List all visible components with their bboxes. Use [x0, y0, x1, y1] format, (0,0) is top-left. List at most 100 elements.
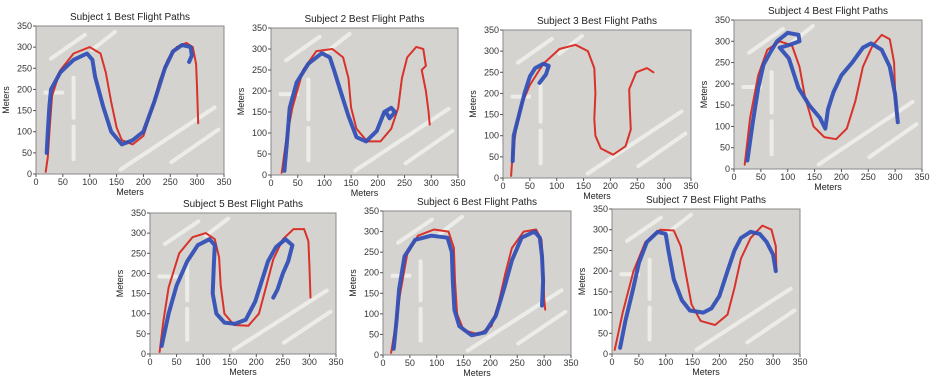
y-axis-label: Meters [348, 269, 358, 297]
y-tick-label: 250 [17, 63, 32, 73]
y-tick-label: 0 [27, 169, 32, 179]
x-tick-label: 150 [456, 358, 471, 368]
x-tick-label: 350 [792, 357, 807, 367]
x-tick-label: 200 [249, 357, 264, 367]
y-tick-label: 50 [22, 148, 32, 158]
y-tick-label: 100 [593, 308, 608, 318]
y-tick-label: 150 [593, 287, 608, 297]
x-tick-label: 350 [563, 358, 578, 368]
subject-flight-path-line [391, 229, 546, 351]
subject-flight-path-line [44, 43, 194, 155]
y-tick-label: 350 [252, 23, 267, 33]
x-tick-label: 50 [58, 177, 68, 187]
x-tick-label: 300 [537, 358, 552, 368]
y-tick-label: 250 [593, 245, 608, 255]
y-tick-label: 100 [364, 309, 379, 319]
y-axis-label: Meters [468, 90, 478, 118]
x-tick-label: 250 [739, 357, 754, 367]
subject-panel-6: Subject 6 Best Flight Paths 0 50 100 150 200 2… [348, 197, 579, 378]
y-tick-label: 50 [257, 149, 267, 159]
x-tick-label: 150 [109, 177, 124, 187]
runway-markings [157, 216, 333, 352]
x-tick-label: 100 [780, 172, 795, 182]
y-tick-label: 250 [131, 248, 146, 258]
x-tick-label: 150 [576, 181, 591, 191]
y-axis-label: Meters [236, 87, 246, 115]
y-tick-label: 350 [17, 21, 32, 31]
x-tick-label: 50 [172, 357, 182, 367]
x-axis-label: Meters [814, 182, 842, 192]
y-tick-label: 0 [494, 173, 499, 183]
x-tick-label: 300 [766, 357, 781, 367]
panel-title: Subject 2 Best Flight Paths [304, 14, 424, 25]
y-tick-label: 100 [252, 128, 267, 138]
y-tick-label: 50 [598, 328, 608, 338]
y-tick-label: 250 [715, 58, 730, 68]
panel-title: Subject 6 Best Flight Paths [417, 197, 537, 208]
y-axis-label: Meters [577, 267, 587, 295]
y-tick-label: 300 [484, 46, 499, 56]
x-tick-label: 150 [344, 178, 359, 188]
panel-title: Subject 7 Best Flight Paths [646, 195, 766, 206]
x-tick-label: 0 [33, 177, 38, 187]
y-tick-label: 150 [17, 106, 32, 116]
x-tick-label: 300 [657, 181, 672, 191]
subject-flight-path-line [745, 30, 900, 163]
x-tick-label: 250 [397, 178, 412, 188]
x-tick-label: 200 [712, 357, 727, 367]
x-tick-label: 250 [861, 172, 876, 182]
x-tick-label: 250 [630, 181, 645, 191]
subject-panel-4: Subject 4 Best Flight Paths 0 50 100 150 200 2… [699, 6, 930, 192]
runway-markings [741, 23, 919, 167]
subject-panel-3: Subject 3 Best Flight Paths 0 50 100 150 200 2… [468, 16, 699, 201]
x-tick-label: 100 [549, 181, 564, 191]
x-tick-label: 200 [483, 358, 498, 368]
x-tick-label: 350 [216, 177, 231, 187]
x-tick-label: 50 [634, 357, 644, 367]
runway-markings [390, 214, 568, 353]
y-tick-label: 0 [374, 350, 379, 360]
subject-panel-7: Subject 7 Best Flight Paths 0 50 100 150 200 2… [577, 195, 808, 377]
x-axis-label: Meters [351, 188, 379, 198]
x-tick-label: 350 [914, 172, 929, 182]
y-tick-label: 0 [725, 164, 730, 174]
y-tick-label: 0 [603, 349, 608, 359]
x-tick-label: 100 [317, 178, 332, 188]
y-tick-label: 250 [484, 67, 499, 77]
x-tick-label: 350 [450, 178, 465, 188]
x-tick-label: 50 [756, 172, 766, 182]
x-tick-label: 200 [370, 178, 385, 188]
y-tick-label: 250 [364, 247, 379, 257]
y-tick-label: 150 [364, 288, 379, 298]
x-tick-label: 300 [190, 177, 205, 187]
y-tick-label: 0 [262, 170, 267, 180]
best-flight-path-line [280, 45, 431, 174]
y-tick-label: 100 [17, 127, 32, 137]
y-tick-label: 100 [484, 131, 499, 141]
y-tick-label: 200 [252, 86, 267, 96]
x-tick-label: 150 [222, 357, 237, 367]
x-tick-label: 0 [609, 357, 614, 367]
y-tick-label: 100 [715, 121, 730, 131]
subject-flight-path-line [510, 61, 551, 164]
y-tick-label: 350 [364, 206, 379, 216]
y-tick-label: 300 [252, 44, 267, 54]
y-axis-label: Meters [1, 86, 11, 114]
x-tick-label: 300 [424, 178, 439, 188]
x-tick-label: 150 [807, 172, 822, 182]
x-tick-label: 200 [136, 177, 151, 187]
y-axis-label: Meters [699, 80, 709, 108]
x-tick-label: 0 [268, 178, 273, 188]
y-tick-label: 350 [131, 208, 146, 218]
y-tick-label: 350 [715, 15, 730, 25]
panel-title: Subject 5 Best Flight Paths [183, 199, 303, 210]
y-tick-label: 300 [131, 228, 146, 238]
x-axis-label: Meters [692, 367, 720, 377]
y-tick-label: 150 [484, 110, 499, 120]
x-tick-label: 50 [525, 181, 535, 191]
y-tick-label: 350 [593, 204, 608, 214]
x-tick-label: 300 [888, 172, 903, 182]
x-tick-label: 0 [147, 357, 152, 367]
y-tick-label: 200 [484, 88, 499, 98]
